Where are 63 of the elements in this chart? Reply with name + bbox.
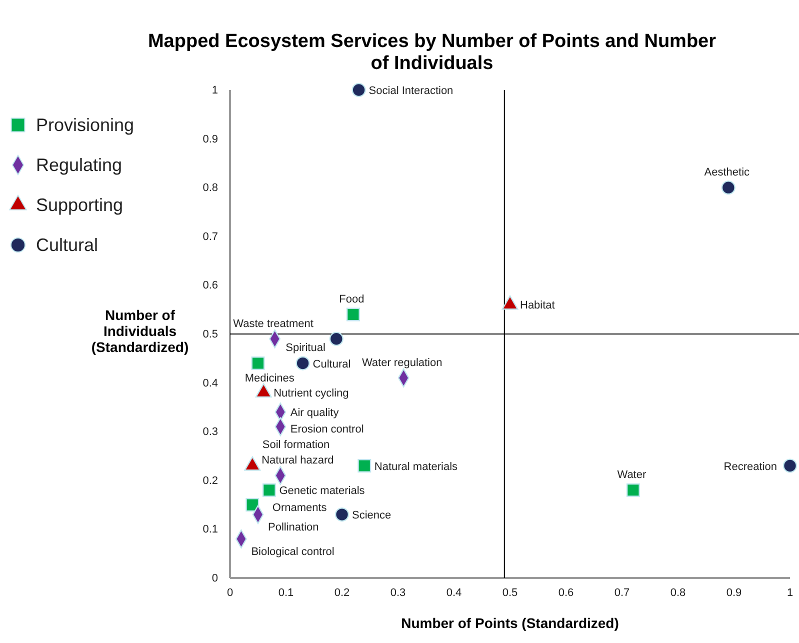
- x-tick-label: 0.7: [614, 586, 630, 599]
- point: [296, 356, 310, 370]
- point: [721, 180, 736, 195]
- x-tick-label: 0.5: [502, 586, 518, 599]
- x-tick-label: 0.6: [558, 586, 574, 599]
- legend-label: Provisioning: [36, 115, 134, 135]
- y-tick-label: 0.6: [202, 280, 218, 292]
- annotation: Ornaments: [272, 502, 328, 514]
- annotation: Erosion control: [290, 424, 364, 436]
- point: [329, 332, 344, 346]
- y-tick-label: 0.8: [202, 182, 218, 194]
- x-axis-title: Number of Points (Standardized): [401, 615, 619, 631]
- annotation: Air quality: [290, 407, 340, 420]
- point: [334, 508, 350, 522]
- annotation: Water: [617, 469, 646, 482]
- y-tick-label: 0: [212, 572, 218, 585]
- y-tick-label: 0.5: [202, 328, 218, 341]
- legend-label: Regulating: [36, 155, 122, 175]
- x-tick-label: 0: [226, 586, 234, 599]
- annotation: Water regulation: [362, 356, 442, 369]
- y-tick-label: 0.4: [202, 377, 218, 390]
- x-tick-label: 0.2: [334, 586, 350, 599]
- x-tick-label: 0.9: [726, 586, 742, 599]
- point: [358, 459, 372, 472]
- annotation: Nutrient cycling: [274, 388, 349, 400]
- x-tick-label: 0.1: [278, 586, 294, 599]
- y-tick-label: 1: [212, 84, 218, 97]
- point: [262, 483, 276, 497]
- point: [346, 308, 360, 322]
- annotation: Social Interaction: [368, 85, 454, 97]
- annotation: Food: [339, 293, 364, 306]
- y-axis-title: Number of Individuals (Standardized): [91, 307, 189, 356]
- annotation: Science: [352, 510, 392, 522]
- annotation: Waste treatment: [233, 318, 314, 330]
- y-tick-label: 0.9: [202, 133, 218, 146]
- annotation: Natural hazard: [262, 454, 334, 467]
- y-tick-label: 0.7: [202, 230, 218, 243]
- y-tick-label: 0.3: [202, 426, 218, 438]
- x-tick-label: 0.3: [390, 586, 406, 599]
- x-tick-label: 1: [786, 586, 794, 599]
- legend-label: Cultural: [36, 235, 98, 255]
- chart-title: Mapped Ecosystem Services by Number of Points and Number of Individuals: [148, 31, 717, 74]
- x-tick-label: 0.4: [446, 586, 462, 599]
- annotation: Habitat: [520, 300, 555, 312]
- annotation: Spiritual: [286, 342, 326, 354]
- annotation: Natural materials: [374, 460, 458, 473]
- legend-label: Supporting: [36, 195, 124, 215]
- point: [251, 356, 265, 370]
- annotation: Soil formation: [262, 438, 330, 451]
- annotation: Biological control: [251, 546, 334, 558]
- x-tick-label: 0.8: [670, 586, 686, 599]
- annotation: Cultural: [312, 358, 351, 370]
- point: [626, 483, 640, 497]
- y-tick-label: 0.2: [202, 474, 218, 487]
- annotation: Genetic materials: [279, 485, 366, 498]
- annotation: Aesthetic: [704, 166, 750, 179]
- y-tick-label: 0.1: [202, 524, 218, 536]
- annotation: Medicines: [244, 372, 295, 384]
- point: [246, 498, 260, 512]
- point: [782, 458, 798, 473]
- point: [352, 82, 366, 98]
- annotation: Pollination: [268, 522, 319, 534]
- annotation: Recreation: [724, 460, 777, 473]
